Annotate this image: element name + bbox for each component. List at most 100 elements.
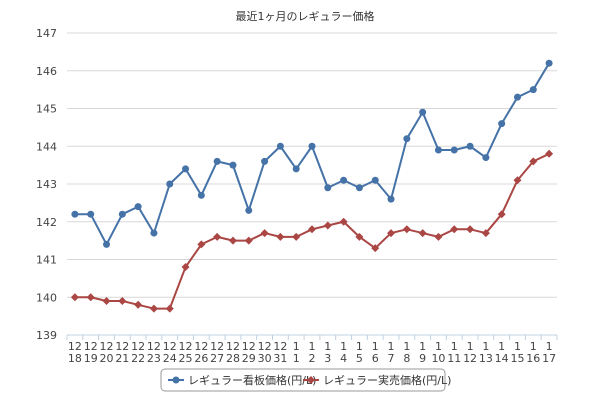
- x-tick-day: 7: [388, 352, 395, 365]
- data-point-circle[interactable]: [529, 86, 537, 94]
- data-point-diamond[interactable]: [197, 240, 206, 249]
- x-tick-day: 30: [258, 352, 272, 365]
- data-point-diamond[interactable]: [418, 229, 427, 238]
- data-point-circle[interactable]: [245, 206, 253, 214]
- data-point-diamond[interactable]: [323, 221, 332, 230]
- data-point-diamond[interactable]: [371, 244, 380, 253]
- x-tick-day: 3: [324, 352, 331, 365]
- data-point-diamond[interactable]: [181, 263, 190, 272]
- data-point-diamond[interactable]: [118, 297, 127, 306]
- data-point-circle[interactable]: [340, 176, 348, 184]
- x-tick-day: 21: [115, 352, 129, 365]
- data-point-diamond[interactable]: [481, 229, 490, 238]
- data-point-diamond[interactable]: [466, 225, 475, 234]
- data-point-circle[interactable]: [450, 146, 458, 154]
- x-tick-day: 13: [479, 352, 493, 365]
- data-point-circle[interactable]: [371, 176, 379, 184]
- x-tick-label: 12 25: [179, 340, 193, 365]
- legend-label-actual: レギュラー実売価格(円/L): [323, 373, 451, 387]
- legend-item-signboard-price[interactable]: レギュラー看板価格(円/L): [168, 373, 316, 387]
- data-point-circle[interactable]: [229, 161, 237, 169]
- x-tick-day: 8: [403, 352, 410, 365]
- data-point-diamond[interactable]: [497, 210, 506, 219]
- data-point-diamond[interactable]: [228, 236, 237, 245]
- x-tick-month: 1: [340, 340, 347, 353]
- data-point-diamond[interactable]: [402, 225, 411, 234]
- data-point-circle[interactable]: [403, 135, 411, 143]
- data-point-circle[interactable]: [166, 180, 174, 188]
- x-tick-label: 1 14: [495, 340, 509, 365]
- data-point-circle[interactable]: [324, 184, 332, 192]
- legend[interactable]: レギュラー看板価格(円/L) レギュラー実売価格(円/L): [160, 368, 451, 392]
- data-point-circle[interactable]: [213, 157, 221, 165]
- data-point-diamond[interactable]: [450, 225, 459, 234]
- data-point-circle[interactable]: [308, 142, 316, 150]
- x-tick-day: 24: [163, 352, 177, 365]
- x-tick-label: 12 26: [194, 340, 208, 365]
- data-point-circle[interactable]: [182, 165, 190, 173]
- data-point-circle[interactable]: [434, 146, 442, 154]
- x-tick-month: 1: [514, 340, 521, 353]
- data-point-circle[interactable]: [87, 210, 95, 218]
- data-point-diamond[interactable]: [513, 176, 522, 185]
- legend-item-actual-price[interactable]: レギュラー実売価格(円/L): [303, 373, 451, 387]
- data-point-circle[interactable]: [261, 157, 269, 165]
- data-point-circle[interactable]: [482, 154, 490, 162]
- data-point-circle[interactable]: [466, 142, 474, 150]
- y-tick-label: 139: [36, 329, 57, 342]
- data-point-diamond[interactable]: [292, 232, 301, 241]
- x-tick-day: 28: [226, 352, 240, 365]
- data-point-diamond[interactable]: [165, 304, 174, 313]
- data-point-diamond[interactable]: [102, 297, 111, 306]
- data-point-circle[interactable]: [134, 203, 142, 211]
- x-tick-month: 1: [530, 340, 537, 353]
- x-tick-label: 12 18: [68, 340, 82, 365]
- legend-marker-signboard: [172, 376, 180, 384]
- data-point-diamond[interactable]: [244, 236, 253, 245]
- x-tick-month: 1: [419, 340, 426, 353]
- data-point-circle[interactable]: [292, 165, 300, 173]
- y-tick-label: 146: [36, 65, 57, 78]
- data-point-diamond[interactable]: [260, 229, 269, 238]
- data-point-diamond[interactable]: [149, 304, 158, 313]
- data-point-diamond[interactable]: [70, 293, 79, 302]
- x-tick-label: 1 16: [526, 340, 540, 365]
- y-axis-tick-labels: 139 140 141 142 143 144 145 146 147: [36, 27, 57, 342]
- data-point-circle[interactable]: [150, 229, 158, 237]
- data-point-diamond[interactable]: [339, 217, 348, 226]
- data-point-diamond[interactable]: [308, 225, 316, 234]
- data-point-diamond[interactable]: [86, 293, 95, 302]
- data-point-diamond[interactable]: [387, 229, 396, 238]
- data-point-circle[interactable]: [387, 195, 395, 203]
- data-point-circle[interactable]: [71, 210, 79, 218]
- data-point-diamond[interactable]: [276, 232, 285, 241]
- y-tick-label: 147: [36, 27, 57, 40]
- data-point-circle[interactable]: [545, 59, 553, 67]
- x-tick-label: 12 24: [163, 340, 177, 365]
- data-point-diamond[interactable]: [434, 232, 443, 241]
- x-tick-day: 25: [179, 352, 193, 365]
- x-tick-day: 19: [84, 352, 98, 365]
- data-point-diamond[interactable]: [134, 300, 143, 309]
- x-tick-month: 12: [179, 340, 193, 353]
- x-tick-month: 12: [84, 340, 98, 353]
- x-tick-month: 12: [194, 340, 208, 353]
- data-point-circle[interactable]: [197, 191, 205, 199]
- data-point-diamond[interactable]: [355, 232, 364, 241]
- x-tick-day: 9: [419, 352, 426, 365]
- data-point-diamond[interactable]: [529, 157, 538, 166]
- data-point-circle[interactable]: [103, 240, 111, 248]
- data-point-circle[interactable]: [355, 184, 363, 192]
- data-point-circle[interactable]: [276, 142, 284, 150]
- data-point-circle[interactable]: [118, 210, 126, 218]
- data-point-circle[interactable]: [419, 108, 427, 116]
- data-point-circle[interactable]: [513, 93, 521, 101]
- data-point-diamond[interactable]: [545, 149, 554, 158]
- data-point-circle[interactable]: [498, 120, 506, 128]
- x-tick-label: 12 31: [273, 340, 287, 365]
- data-point-diamond[interactable]: [213, 232, 222, 241]
